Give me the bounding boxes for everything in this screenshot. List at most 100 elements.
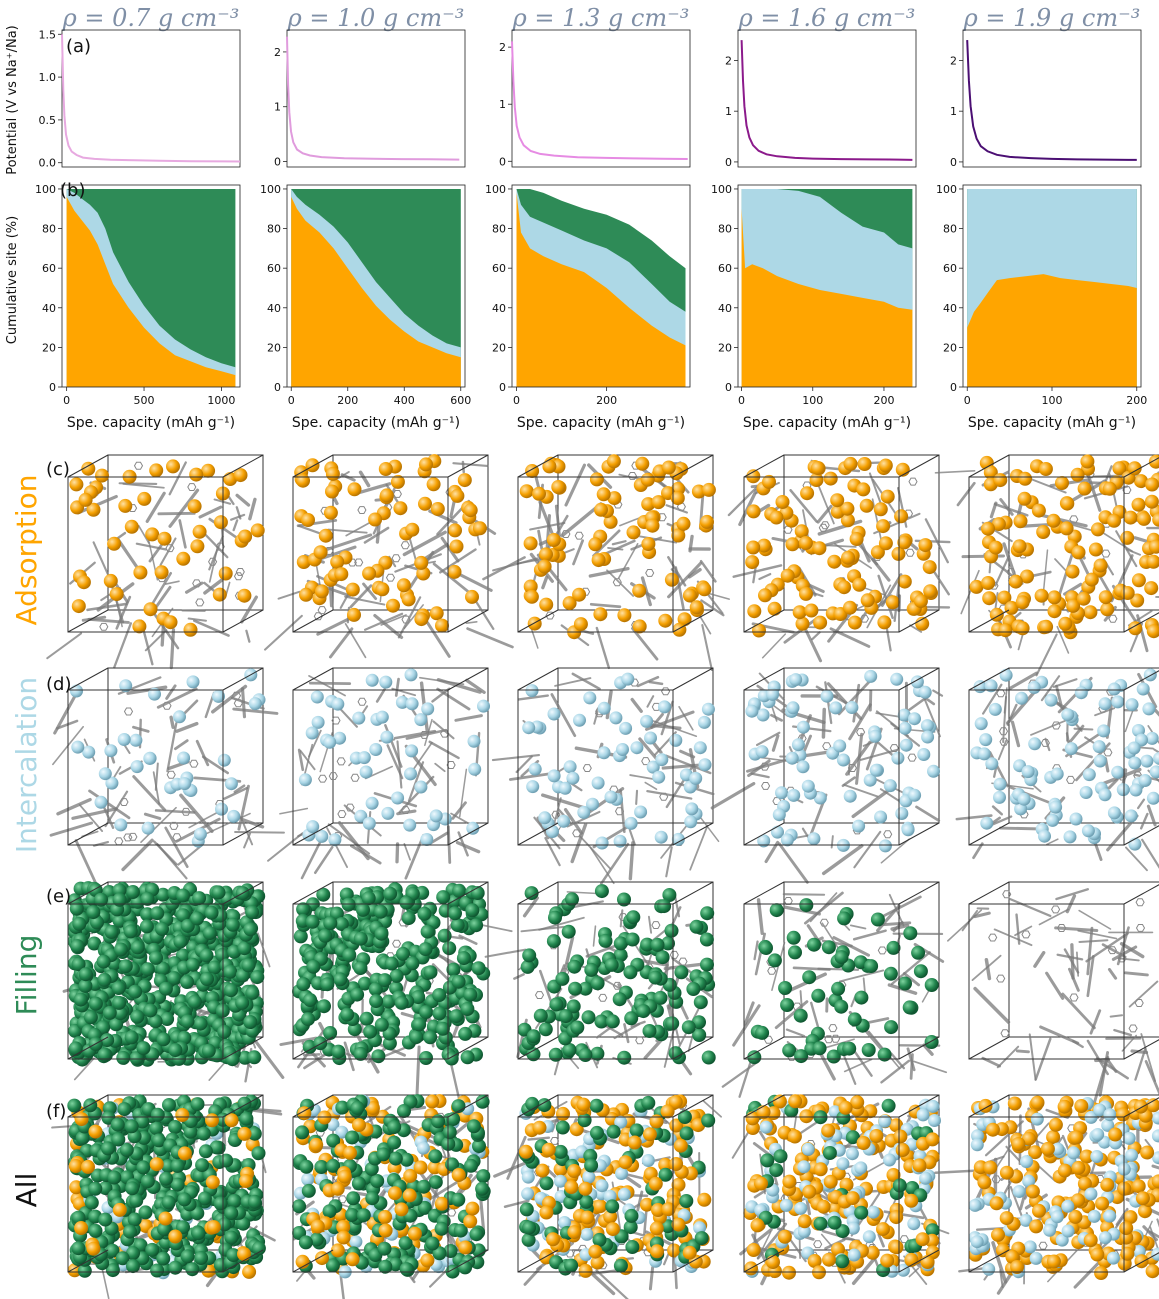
- na-atom-adsorption: [889, 1118, 904, 1133]
- na-atom-adsorption: [651, 1203, 665, 1217]
- carbon-sheet: [674, 896, 681, 918]
- cube-edge: [517, 822, 559, 846]
- carbon-sheet: [701, 624, 713, 672]
- cube-edge: [672, 881, 714, 905]
- na-atom-adsorption: [330, 555, 345, 569]
- na-atom-filling: [295, 1125, 310, 1140]
- carbon-sheet: [1063, 948, 1080, 974]
- carbon-ring: [1135, 924, 1146, 932]
- carbon-sheet: [115, 595, 132, 630]
- carbon-sheet: [993, 928, 1033, 947]
- cube-edge: [67, 1116, 224, 1273]
- na-atom-adsorption: [878, 458, 893, 473]
- na-atom-filling: [373, 904, 388, 919]
- na-atom-adsorption: [667, 1243, 682, 1258]
- ytick-label: 2: [274, 46, 281, 59]
- carbon-ring: [233, 572, 244, 581]
- carbon-sheet: [168, 488, 200, 528]
- na-atom-filling: [861, 1043, 876, 1057]
- na-atom-intercalation: [1128, 756, 1142, 770]
- carbon-sheet: [230, 513, 246, 521]
- na-atom-filling: [605, 1014, 620, 1029]
- na-atom-filling: [626, 910, 641, 925]
- na-atom-adsorption: [1146, 624, 1159, 639]
- na-atom-intercalation: [1106, 1251, 1120, 1265]
- na-atom-filling: [767, 953, 782, 968]
- na-atom-adsorption: [539, 547, 553, 562]
- na-atom-filling: [584, 1158, 599, 1173]
- na-atom-adsorption: [746, 504, 761, 519]
- na-atom-adsorption: [201, 463, 216, 478]
- na-atom-filling: [539, 1176, 554, 1191]
- ytick-label: 0: [950, 381, 957, 394]
- carbon-sheet: [538, 916, 585, 931]
- na-atom-intercalation: [836, 1157, 850, 1171]
- cube-edge: [672, 1036, 714, 1060]
- na-atom-filling: [387, 1120, 402, 1134]
- na-atom-adsorption: [991, 1227, 1005, 1242]
- carbon-sheet: [465, 678, 486, 694]
- carbon-sheet: [821, 707, 826, 739]
- plot-frame: [61, 29, 241, 168]
- na-atom-filling: [243, 922, 258, 937]
- cube-edge: [743, 1036, 785, 1060]
- carbon-ring: [877, 946, 887, 955]
- carbon-sheet: [179, 793, 214, 833]
- carbon-sheet: [570, 822, 588, 864]
- carbon-ring: [1040, 739, 1050, 747]
- cube-edge: [517, 1094, 559, 1118]
- carbon-sheet: [1055, 888, 1089, 901]
- na-atom-intercalation: [1111, 765, 1125, 779]
- na-atom-filling: [86, 905, 101, 920]
- ytick-label: 2: [725, 54, 732, 67]
- row-label-filling: Filling: [10, 935, 43, 1016]
- na-atom-adsorption: [596, 487, 611, 502]
- na-atom-filling: [219, 1153, 234, 1168]
- na-atom-filling: [185, 1262, 200, 1277]
- na-atom-filling: [156, 1251, 171, 1266]
- carbon-ring: [661, 687, 671, 696]
- ytick-label: 60: [718, 262, 732, 275]
- carbon-sheet: [315, 564, 321, 586]
- na-atom-filling: [130, 1009, 145, 1024]
- ytick-label: 0: [274, 381, 281, 394]
- carbon-ring: [889, 744, 899, 752]
- carbon-sheet: [821, 844, 864, 876]
- carbon-sheet: [150, 571, 173, 607]
- na-atom-adsorption: [378, 1210, 393, 1224]
- carbon-sheet: [240, 595, 258, 624]
- carbon-sheet: [906, 1047, 916, 1072]
- na-atom-intercalation: [759, 1120, 773, 1134]
- na-atom-intercalation: [908, 712, 921, 726]
- xlabel: Spe. capacity (mAh g⁻¹): [968, 415, 1136, 431]
- na-atom-adsorption: [669, 1157, 684, 1171]
- carbon-sheet: [838, 969, 885, 983]
- na-atom-adsorption: [343, 1145, 357, 1160]
- carbon-sheet: [405, 728, 448, 740]
- carbon-sheet: [644, 781, 658, 791]
- na-atom-adsorption: [606, 454, 621, 469]
- na-atom-filling: [677, 1110, 692, 1124]
- carbon-sheet: [851, 1046, 873, 1077]
- na-atom-filling: [72, 916, 87, 931]
- na-atom-intercalation: [617, 1187, 631, 1201]
- na-atom-intercalation: [697, 715, 711, 729]
- cube-edge: [672, 667, 714, 691]
- carbon-sheet: [1072, 1040, 1084, 1049]
- na-atom-adsorption: [336, 1220, 351, 1234]
- carbon-sheet: [851, 786, 893, 819]
- na-atom-adsorption: [780, 568, 795, 583]
- carbon-ring: [1069, 993, 1079, 1002]
- na-atom-adsorption: [535, 1163, 550, 1178]
- na-atom-intercalation: [1069, 812, 1083, 826]
- na-atom-adsorption: [593, 607, 608, 622]
- na-atom-adsorption: [998, 623, 1013, 638]
- cube-edge: [447, 881, 489, 905]
- carbon-sheet: [458, 934, 478, 945]
- na-atom-intercalation: [98, 767, 112, 781]
- ytick-label: 2: [950, 54, 957, 67]
- cube-edge: [292, 1116, 449, 1273]
- carbon-sheet: [297, 524, 325, 536]
- na-atom-filling: [340, 1007, 355, 1022]
